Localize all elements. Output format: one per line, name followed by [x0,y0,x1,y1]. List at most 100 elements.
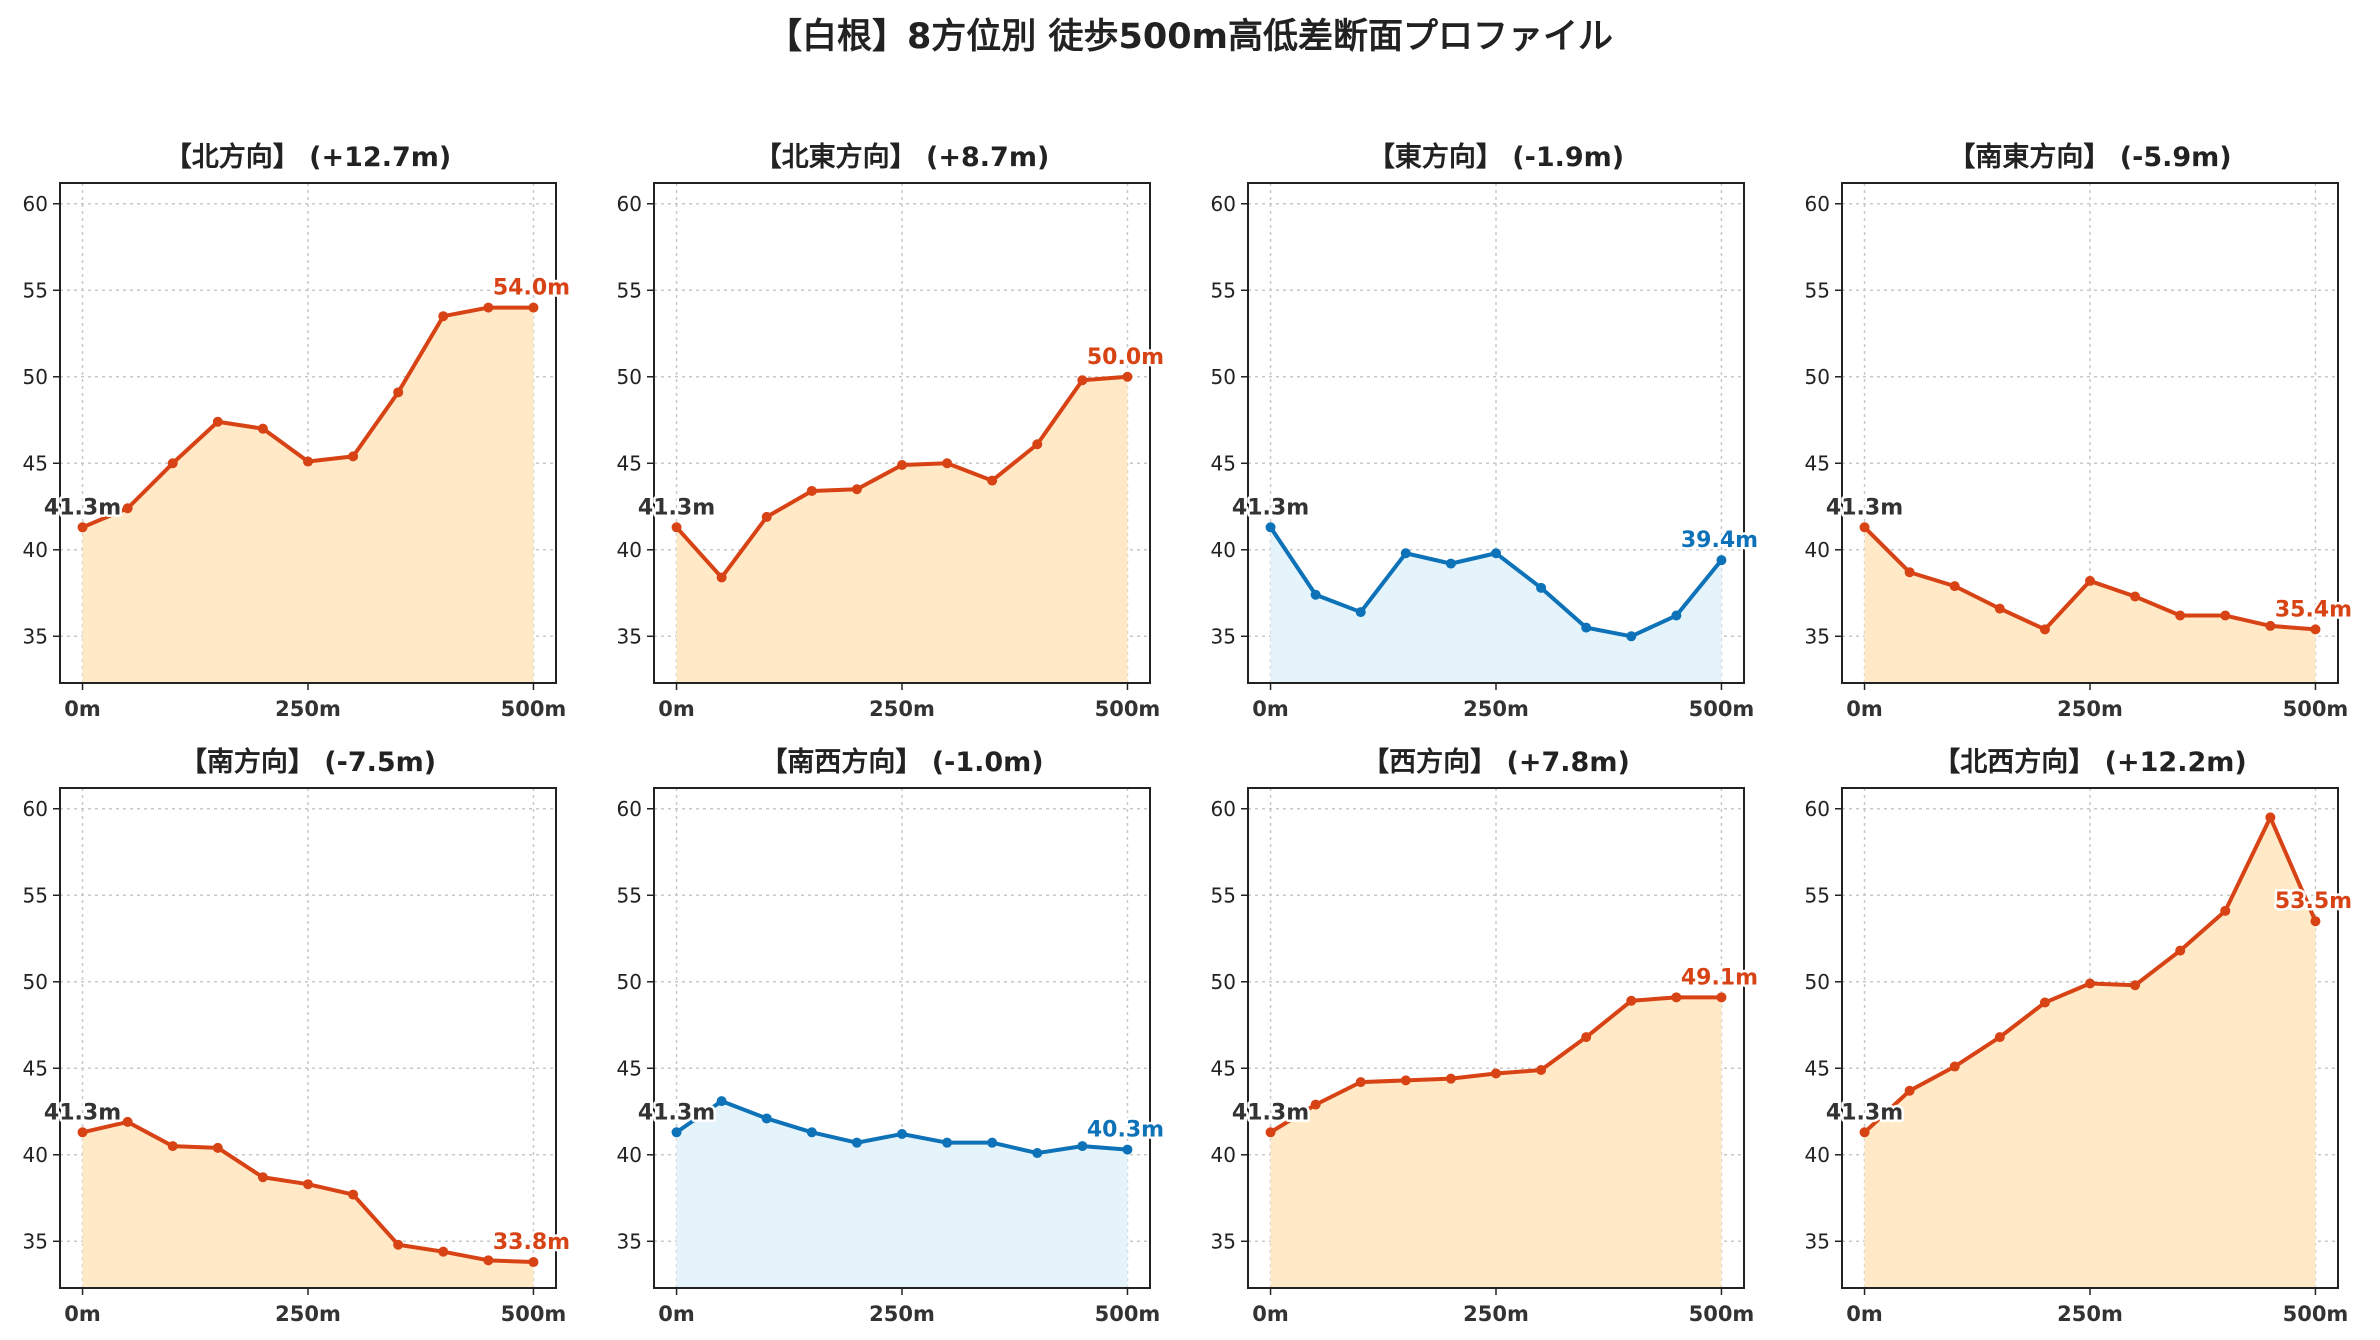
data-point [2265,812,2276,823]
y-tick-label: 35 [1805,624,1830,648]
data-point [2310,916,2321,927]
y-tick-label: 50 [617,365,642,389]
y-tick-label: 40 [1211,1143,1236,1167]
x-tick-label: 500m [501,1302,567,1326]
data-point [1122,1144,1133,1155]
start-elevation-label: 41.3m [1232,495,1309,520]
start-elevation-label: 41.3m [1826,1100,1903,1125]
y-tick-label: 45 [1211,451,1236,475]
data-point [438,311,449,322]
data-point [483,302,494,313]
elevation-area [1864,817,2316,1288]
start-elevation-label: 41.3m [1232,1100,1309,1125]
x-tick-label: 0m [64,1302,101,1326]
data-point [1355,1077,1366,1088]
y-tick-label: 45 [1805,1056,1830,1080]
y-tick-label: 35 [617,1229,642,1253]
data-point [348,451,359,462]
start-elevation-label: 41.3m [1826,495,1903,520]
start-elevation-label: 41.3m [638,1100,715,1125]
data-point [806,1127,817,1138]
data-point [2220,610,2231,621]
data-point [1994,603,2005,614]
data-point [1032,1148,1043,1159]
x-tick-label: 500m [501,697,567,721]
y-tick-label: 50 [23,970,48,994]
end-elevation-label: 54.0m [493,276,570,301]
data-point [2130,591,2141,602]
end-elevation-label: 33.8m [493,1230,570,1255]
data-point [2265,620,2276,631]
x-tick-label: 250m [869,697,935,721]
data-point [1581,1032,1592,1043]
data-point [671,522,682,533]
y-tick-label: 50 [1211,365,1236,389]
data-point [942,1137,953,1148]
x-tick-label: 0m [1846,1302,1883,1326]
data-point [393,387,404,398]
subplot-title: 【東方向】 (-1.9m) [1368,141,1624,173]
x-tick-label: 250m [2057,1302,2123,1326]
data-point [2220,905,2231,916]
end-elevation-label: 53.5m [2275,889,2352,914]
data-point [2039,997,2050,1008]
data-point [1355,607,1366,618]
subplot-3: 【東方向】 (-1.9m) 35 40 45 50 55 60 0m 250m 500m 41.3m… [1211,141,1761,721]
data-point [761,511,772,522]
data-point [167,1141,178,1152]
data-point [1491,548,1501,559]
start-elevation-label: 41.3m [44,495,121,520]
data-point [1536,1065,1547,1076]
data-point [2039,624,2050,635]
data-point [1581,622,1592,633]
data-point [1671,992,1682,1003]
end-elevation-label: 35.4m [2275,597,2352,622]
y-tick-label: 60 [617,192,642,216]
x-tick-label: 0m [64,697,101,721]
data-point [987,1137,998,1148]
elevation-area [1864,527,2316,683]
data-point [1310,589,1321,600]
y-tick-label: 50 [617,970,642,994]
figure-title: 【白根】8方位別 徒歩500m高低差断面プロファイル [766,17,1614,57]
data-point [528,302,539,313]
y-tick-label: 60 [1805,192,1830,216]
data-point [1716,555,1727,566]
data-point [716,572,727,583]
data-point [1949,581,1960,592]
x-tick-label: 250m [275,1302,341,1326]
data-point [77,522,88,533]
data-point [2175,610,2186,621]
start-elevation-label: 41.3m [44,1100,121,1125]
data-point [1400,1075,1411,1086]
data-point [2085,978,2095,989]
y-tick-label: 45 [23,1056,48,1080]
elevation-area [82,307,534,683]
end-elevation-label: 40.3m [1087,1118,1164,1143]
y-tick-label: 60 [23,797,48,821]
data-point [528,1257,539,1268]
subplot-4: 【南東方向】 (-5.9m) 35 40 45 50 55 60 0m 250m 500m 41.3… [1805,141,2355,721]
end-elevation-label: 50.0m [1087,345,1164,370]
data-point [851,484,862,495]
subplot-title: 【北方向】 (+12.7m) [165,141,451,173]
data-point [1445,1073,1456,1084]
elevation-area [1270,997,1722,1288]
data-point [942,458,953,469]
data-point [1122,371,1133,382]
data-point [303,1179,313,1190]
x-tick-label: 500m [1689,697,1755,721]
x-tick-label: 0m [658,1302,695,1326]
subplot-2: 【北東方向】 (+8.7m) 35 40 45 50 55 60 0m 250m 500m 41.3… [617,141,1167,721]
data-point [806,485,817,496]
y-tick-label: 40 [617,1143,642,1167]
y-tick-label: 40 [617,538,642,562]
y-tick-label: 55 [1211,278,1236,302]
x-tick-label: 500m [2283,1302,2349,1326]
elevation-area [676,376,1128,683]
y-tick-label: 60 [617,797,642,821]
start-elevation-label: 41.3m [638,495,715,520]
data-point [393,1239,404,1250]
data-point [897,460,907,471]
